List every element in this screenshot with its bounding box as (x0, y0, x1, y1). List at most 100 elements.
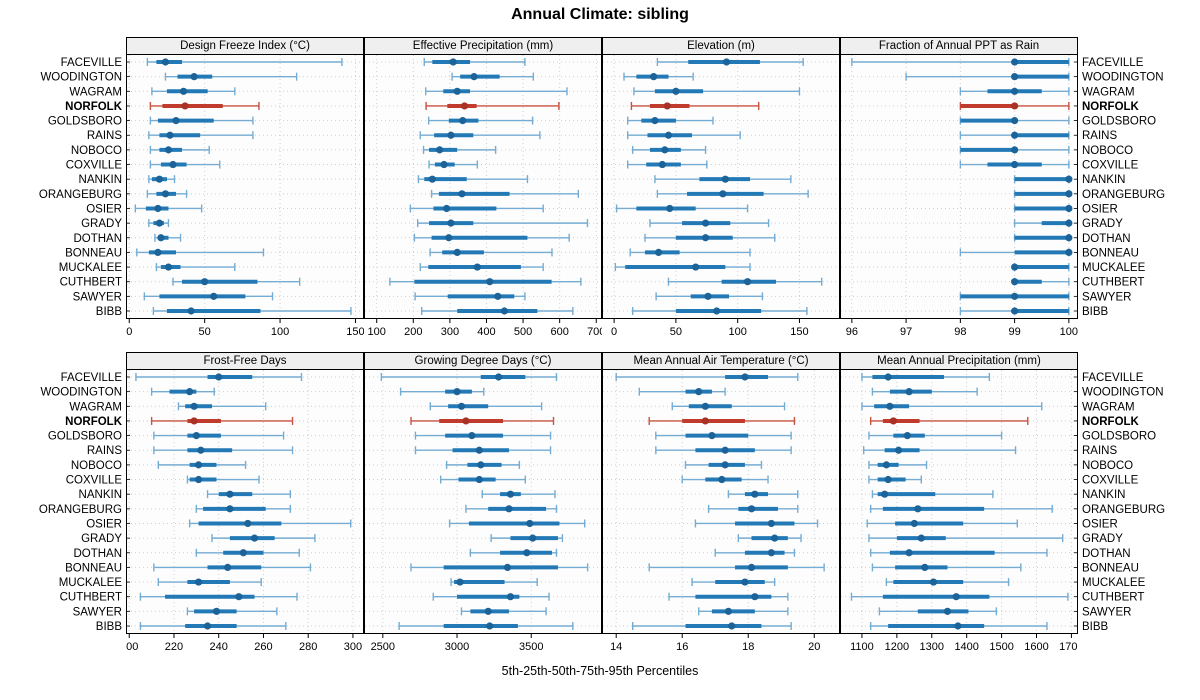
panel-column: Growing Degree Days (°C) 2500 3000 3500 (364, 352, 602, 654)
percentile-row (469, 548, 558, 557)
median-dot (721, 461, 729, 469)
percentile-row (430, 189, 580, 198)
median-dot (666, 204, 674, 213)
median-dot (453, 248, 461, 257)
percentile-row (871, 563, 1022, 572)
percentile-row (481, 490, 556, 499)
median-dot (526, 519, 534, 528)
median-dot (462, 417, 470, 425)
percentile-row (869, 504, 1053, 513)
percentile-row (445, 460, 521, 469)
row-label: WOODINGTON (40, 72, 122, 84)
percentile-row (150, 387, 215, 396)
panel-strip-elevation-m: Elevation (m) (602, 37, 840, 55)
percentile-row (850, 592, 1069, 601)
median-dot (459, 116, 467, 125)
percentile-row (146, 58, 343, 66)
axis-tick-label: 20 (808, 641, 820, 653)
percentile-row (627, 160, 708, 169)
row-label: WOODINGTON (1082, 387, 1164, 399)
median-dot (201, 278, 209, 286)
axis-tick-label: 100 (729, 326, 747, 338)
percentile-row (154, 233, 182, 242)
median-dot (1011, 292, 1019, 300)
row-label: NOBOCO (71, 460, 122, 472)
percentile-row (667, 277, 823, 286)
axis-tick-label: 0 (611, 326, 617, 338)
percentile-row (629, 248, 751, 257)
percentile-row (427, 116, 534, 125)
median-dot (721, 175, 729, 183)
percentile-row (644, 233, 776, 242)
percentile-row (389, 277, 582, 286)
percentile-row (649, 219, 770, 228)
median-dot (477, 461, 485, 469)
median-dot (172, 116, 180, 125)
percentile-row (195, 548, 300, 557)
row-label: NORFOLK (65, 416, 123, 428)
median-dot (1011, 146, 1019, 154)
percentile-row (868, 431, 1003, 440)
percentile-row (654, 175, 792, 184)
median-dot (692, 263, 700, 271)
row-label: MUCKALEE (1082, 577, 1146, 589)
axis-tick-label: 200 (126, 641, 138, 653)
panel-column: Mean Annual Air Temperature (°C) 14 16 18 20 (602, 352, 840, 654)
percentile-row (148, 175, 176, 184)
median-dot (436, 146, 444, 154)
percentile-row (414, 292, 526, 301)
median-dot (190, 402, 198, 410)
percentile-row (164, 72, 298, 81)
axis-tick-label: 96 (846, 326, 858, 338)
percentile-row (422, 145, 497, 154)
median-dot (235, 593, 243, 601)
percentile-row (186, 607, 278, 616)
percentile-row-highlight (149, 101, 260, 110)
median-dot (244, 519, 252, 528)
percentile-row (149, 116, 254, 125)
median-dot (771, 534, 779, 542)
axis-tick-label: 1700 (1059, 641, 1078, 653)
median-dot (1011, 87, 1019, 95)
axis-tick-label: 600 (550, 326, 568, 338)
median-dot (721, 446, 729, 454)
percentile-row (148, 219, 170, 228)
series-label-column: FACEVILLE WOODINGTON WAGRAM NORFOLK GOLDSBOR… (1082, 57, 1165, 318)
row-label: OSIER (86, 203, 122, 215)
percentile-row (868, 460, 928, 469)
row-labels-right: FACEVILLE WOODINGTON WAGRAM NORFOLK GOLDSBOR… (1078, 37, 1200, 318)
row-label: NANKIN (79, 489, 122, 501)
panel-column: Mean Annual Precipitation (mm) 1100 1200 13… (840, 352, 1078, 654)
percentile-row (648, 563, 825, 572)
percentile-row (157, 460, 247, 469)
percentile-row (380, 373, 558, 381)
row-label: SAWYER (73, 291, 122, 303)
percentile-row (172, 277, 301, 286)
percentile-row (655, 292, 764, 301)
row-label: WAGRAM (69, 401, 122, 413)
row-label: SAWYER (1082, 606, 1131, 618)
panel-band-bottom: FACEVILLE WOODINGTON WAGRAM NORFOLK GOLDSBOR… (0, 352, 1200, 654)
axis-tick-label: 150 (346, 326, 364, 338)
axis-tick-label: 100 (1060, 326, 1078, 338)
median-dot (1011, 58, 1019, 66)
percentile-row (1013, 233, 1073, 242)
median-dot (1011, 307, 1019, 315)
median-dot (164, 146, 173, 154)
axis-tick-label: 300 (441, 326, 459, 338)
row-label: BIBB (1082, 306, 1109, 318)
percentile-row (632, 622, 792, 630)
row-label: MUCKALEE (59, 577, 123, 589)
median-dot (1065, 248, 1073, 257)
median-dot (447, 219, 455, 227)
panel-growing-degree-days-c (364, 370, 602, 634)
row-labels-right: FACEVILLE WOODINGTON WAGRAM NORFOLK GOLDSBOR… (1078, 352, 1200, 633)
row-label: GOLDSBORO (1082, 116, 1156, 128)
row-label: DOTHAN (73, 233, 122, 245)
axis-tick-label: 16 (676, 641, 688, 653)
axis-tick-label: 1200 (885, 641, 909, 653)
percentile-row-highlight (630, 101, 760, 110)
row-label: GOLDSBORO (48, 431, 122, 443)
x-axis-frost-free-days: 200 220 240 260 280 300 (126, 634, 362, 653)
percentile-row (414, 446, 552, 455)
